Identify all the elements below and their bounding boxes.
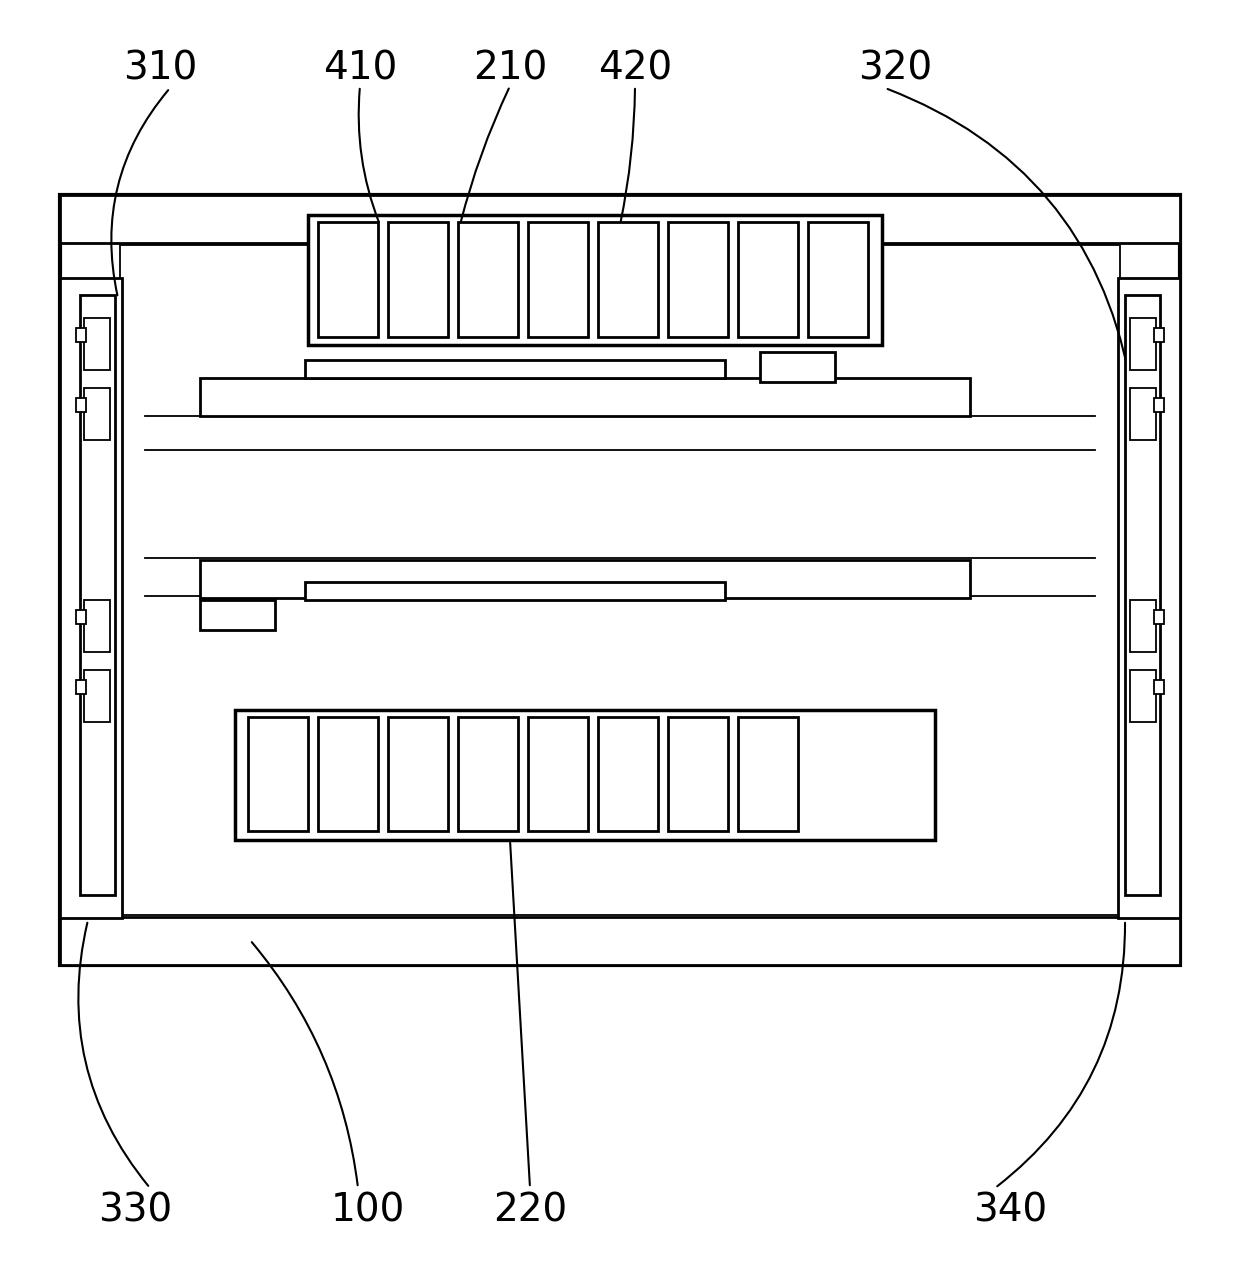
Bar [305,360,725,378]
Text: 330: 330 [98,1191,172,1228]
Bar [1125,296,1159,894]
Bar [76,398,86,412]
Bar [1154,610,1164,625]
Bar [81,296,115,894]
Bar [1130,317,1156,370]
Bar [808,222,868,337]
Bar [236,711,935,840]
Text: 420: 420 [598,49,672,87]
Bar [60,195,1180,965]
Bar [248,717,308,831]
Bar [200,560,970,598]
Bar [305,582,725,600]
Text: 320: 320 [858,49,932,87]
Bar [598,222,658,337]
Bar [60,195,1180,243]
Bar [458,222,518,337]
Text: 220: 220 [492,1191,567,1228]
Bar [1118,278,1180,917]
Bar [528,222,588,337]
Bar [84,388,110,439]
Bar [1154,398,1164,412]
Bar [308,215,882,344]
Bar [200,378,970,416]
Bar [738,717,799,831]
Bar [528,717,588,831]
Text: 340: 340 [973,1191,1047,1228]
Bar [598,717,658,831]
Bar [1154,328,1164,342]
Bar [668,222,728,337]
Bar [668,717,728,831]
Bar [1130,669,1156,722]
Bar [200,600,275,630]
Text: 310: 310 [123,49,197,87]
Bar [1154,680,1164,694]
Bar [60,917,1180,965]
Bar [76,328,86,342]
Text: 210: 210 [472,49,547,87]
Bar [76,680,86,694]
Bar [760,352,835,382]
Bar [388,222,448,337]
Bar [84,317,110,370]
Bar [738,222,799,337]
Bar [317,717,378,831]
Bar [458,717,518,831]
Text: 100: 100 [331,1191,405,1228]
Bar [1130,600,1156,651]
Bar [317,222,378,337]
Bar [388,717,448,831]
Bar [76,610,86,625]
Bar [60,278,122,917]
Text: 410: 410 [322,49,397,87]
Bar [84,669,110,722]
Bar [84,600,110,651]
Bar [1130,388,1156,439]
Bar [120,245,1120,915]
